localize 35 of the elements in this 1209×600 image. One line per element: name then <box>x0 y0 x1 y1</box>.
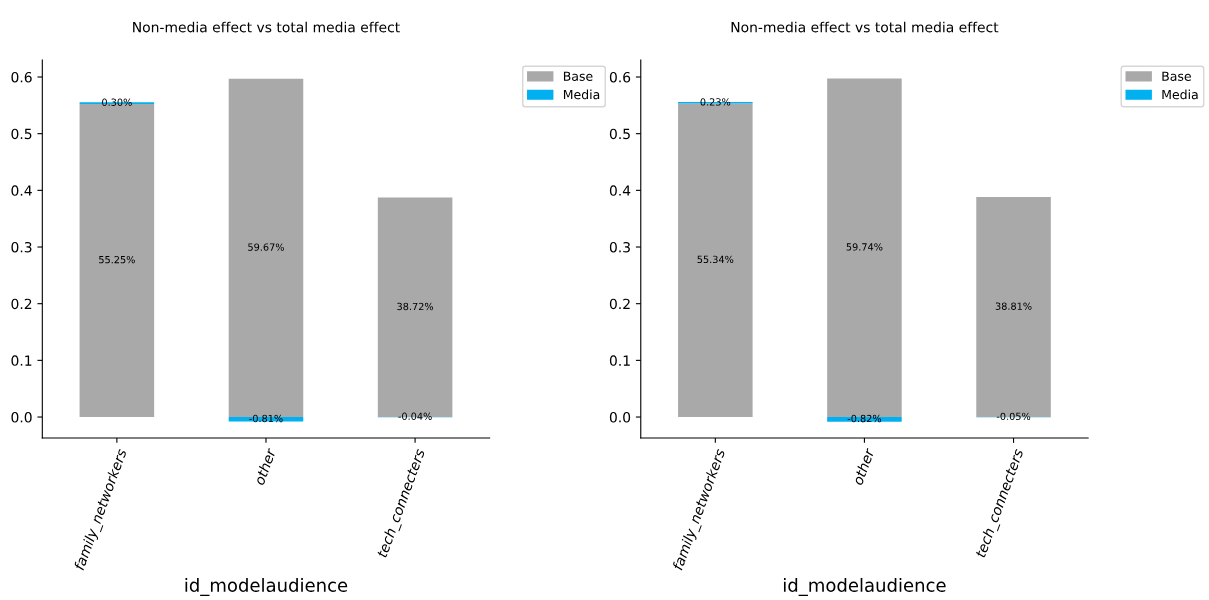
y-tick-label: 0.0 <box>11 412 32 423</box>
y-tick-label: 0.1 <box>11 355 32 366</box>
y-tick-label: 0.2 <box>11 298 32 310</box>
data-label: 55.34% <box>697 255 734 264</box>
y-tick-label: 0.6 <box>11 71 32 83</box>
y-tick-label: 0.5 <box>11 128 32 140</box>
data-label: 59.74% <box>846 243 883 251</box>
bar <box>377 197 453 418</box>
y-tick-label: 0.3 <box>609 241 630 253</box>
x-tick-label: other <box>852 447 875 486</box>
chart-title: Non-media effect vs total media effect <box>731 21 999 33</box>
data-label: 38.72% <box>397 302 434 311</box>
chart-title: Non-media effect vs total media effect <box>133 21 400 33</box>
legend-label: Base <box>1162 71 1191 81</box>
x-axis-title: id_modelaudience <box>185 578 348 596</box>
data-label: 55.25% <box>99 255 135 264</box>
legend-label: Media <box>563 89 600 100</box>
legend-label: Media <box>1162 89 1198 100</box>
y-tick-label: 0.1 <box>609 355 630 366</box>
data-label: 59.67% <box>248 243 284 251</box>
x-tick-label: other <box>253 447 277 486</box>
data-label: -0.82% <box>847 414 882 423</box>
data-label: 38.81% <box>995 302 1032 310</box>
legend-label: Base <box>563 71 593 81</box>
y-tick-label: 0.4 <box>11 185 32 196</box>
y-tick-label: 0.2 <box>609 298 630 310</box>
y-tick-label: 0.4 <box>609 185 631 196</box>
y-tick-label: 0.6 <box>609 71 631 83</box>
data-label: -0.04% <box>398 412 432 420</box>
y-tick-label: 0.3 <box>11 241 32 253</box>
y-tick-label: 0.5 <box>609 128 630 140</box>
y-tick-label: 0.0 <box>609 412 631 423</box>
x-axis-title: id_modelaudience <box>783 578 946 596</box>
data-label: -0.05% <box>996 412 1031 420</box>
bar <box>976 197 1051 418</box>
